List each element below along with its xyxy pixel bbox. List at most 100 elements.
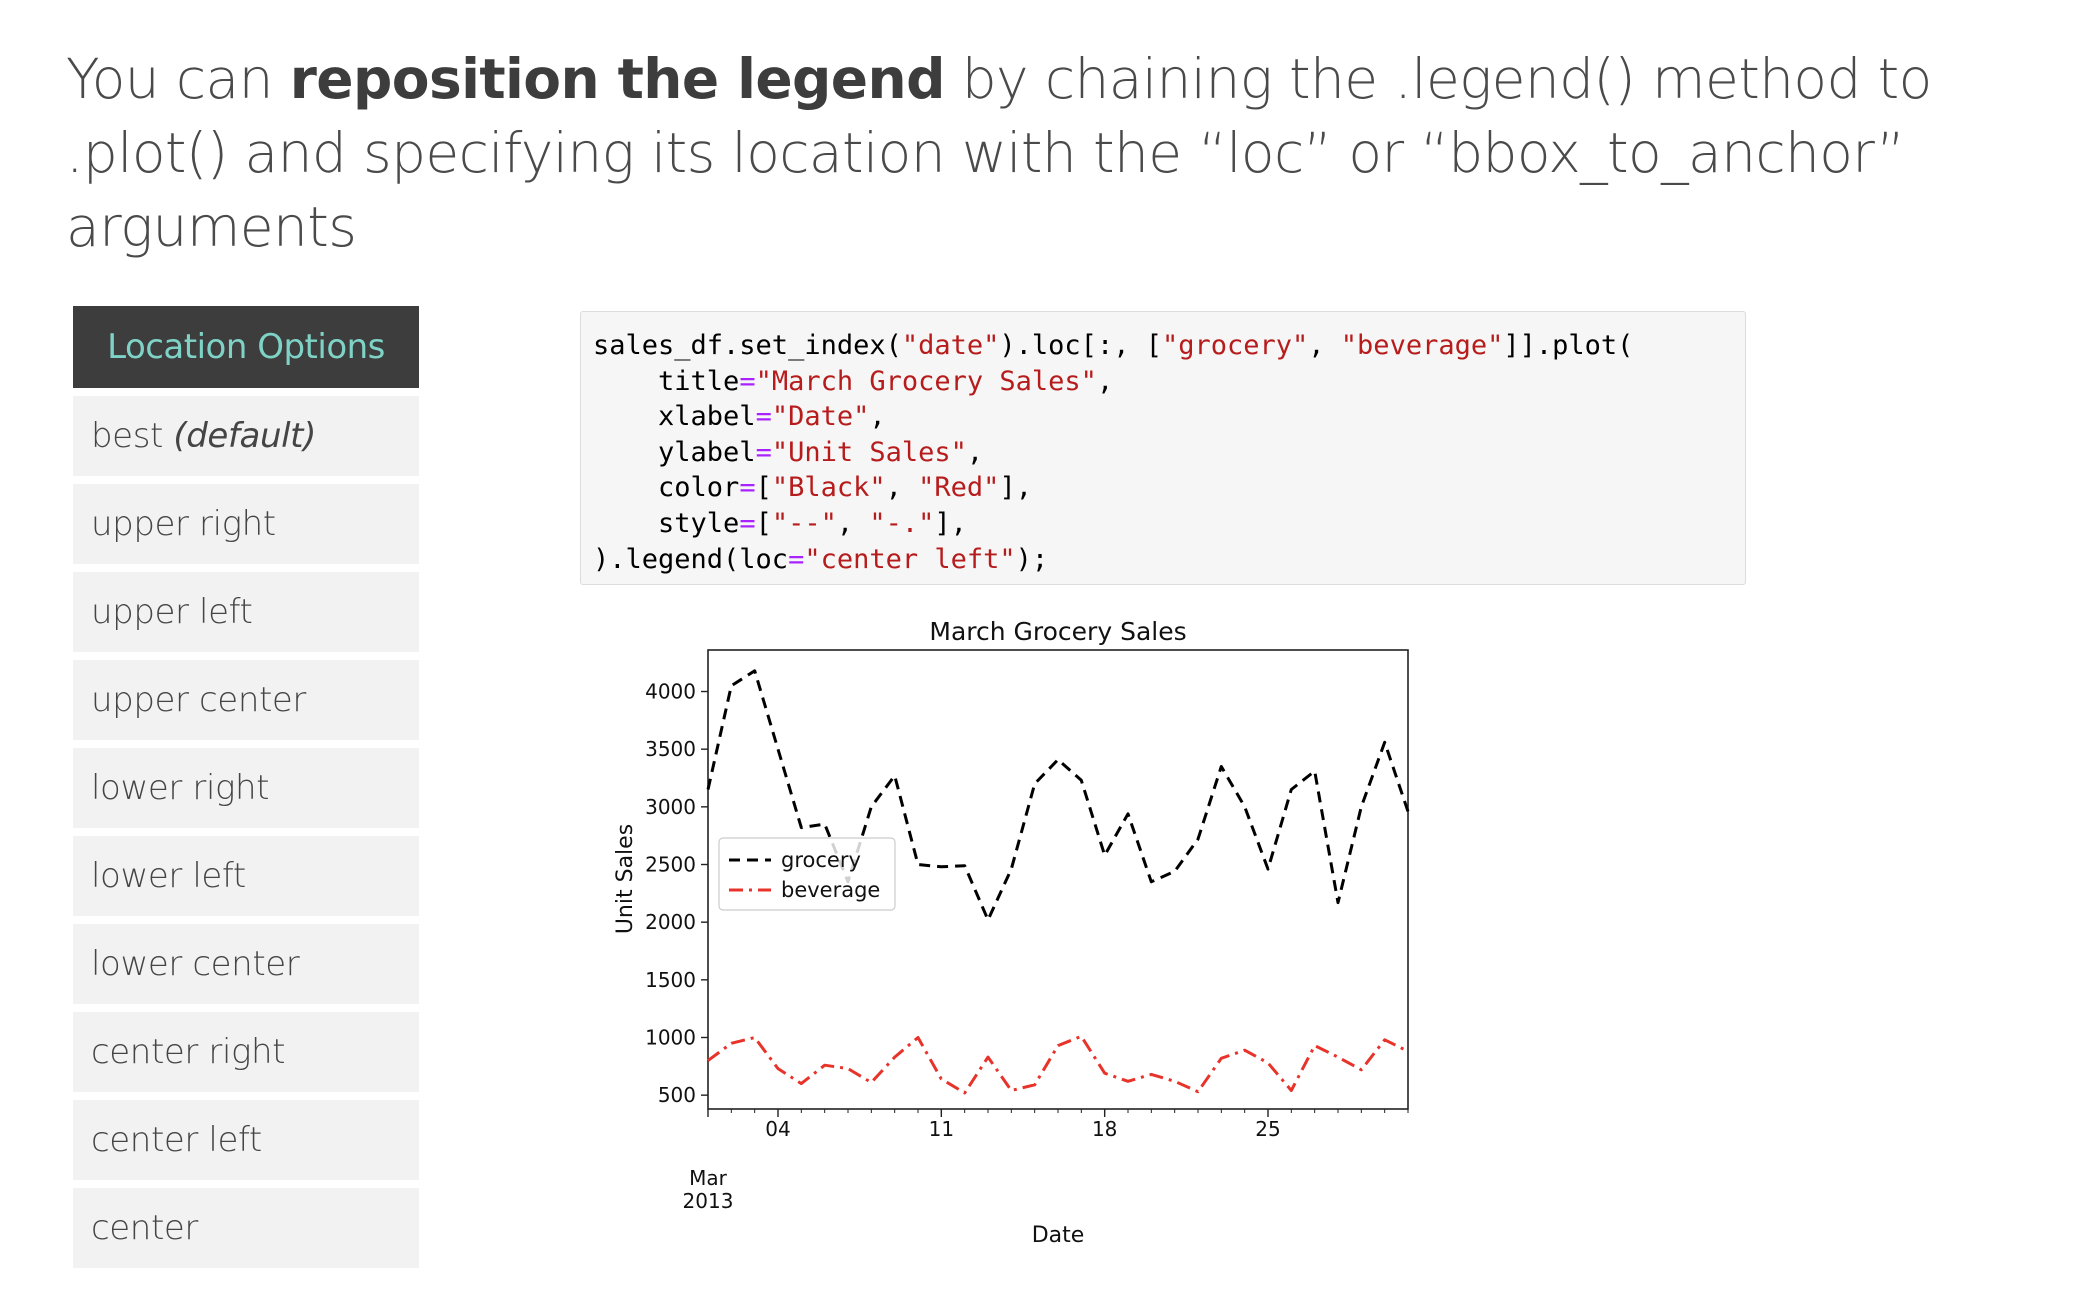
code-token: , — [869, 401, 886, 433]
location-option-label: center left — [91, 1120, 262, 1160]
location-option-upper-right: upper right — [73, 484, 419, 564]
code-token: [ — [755, 472, 772, 504]
code-token: ylabel — [593, 436, 756, 468]
location-option-upper-center: upper center — [73, 660, 419, 740]
code-line: title="March Grocery Sales", — [593, 364, 1745, 400]
location-option-label: upper left — [91, 592, 253, 632]
code-token: ).legend(loc — [593, 543, 789, 575]
series-group — [706, 669, 1410, 1095]
line-chart: March Grocery Sales Unit Sales Date 500 1… — [613, 617, 1410, 1248]
legend-label-grocery: grocery — [781, 848, 861, 872]
series-line-beverage — [707, 1034, 1409, 1095]
headline-text-start: You can — [66, 47, 290, 111]
code-token: , — [885, 472, 919, 504]
code-token: = — [755, 436, 772, 468]
x-tick-label: 25 — [1255, 1117, 1280, 1141]
y-tick-label: 500 — [658, 1083, 696, 1107]
chart-title: March Grocery Sales — [929, 617, 1186, 646]
location-option-upper-left: upper left — [73, 572, 419, 652]
code-token: ); — [1015, 543, 1049, 575]
code-token: "center left" — [804, 543, 1016, 575]
code-block: sales_df.set_index("date").loc[:, ["groc… — [580, 311, 1746, 585]
location-option-label: best — [91, 416, 163, 456]
code-token: title — [593, 365, 740, 397]
code-line: sales_df.set_index("date").loc[:, ["groc… — [593, 328, 1745, 364]
code-token: = — [739, 472, 756, 504]
location-option-center-right: center right — [73, 1012, 419, 1092]
code-token: "Unit Sales" — [771, 436, 967, 468]
code-line: color=["Black", "Red"], — [593, 470, 1745, 506]
location-option-lower-right: lower right — [73, 748, 419, 828]
location-option-note: (default) — [173, 416, 316, 456]
code-token: = — [788, 543, 805, 575]
code-line: style=["--", "-."], — [593, 506, 1745, 542]
headline-bold: reposition the legend — [289, 47, 946, 111]
code-token: ]].plot( — [1503, 330, 1634, 361]
x-start-label: Mar — [689, 1166, 728, 1190]
code-token: = — [755, 401, 772, 433]
headline-text-end: by chaining the .legend() method to .plo… — [66, 47, 1932, 259]
chart-y-axis-label: Unit Sales — [613, 824, 638, 934]
location-option-center-left: center left — [73, 1100, 419, 1180]
location-option-center: center — [73, 1188, 419, 1268]
code-token: style — [593, 507, 740, 539]
location-option-best: best (default) — [73, 396, 419, 476]
location-options-list: best (default) upper right upper left upper… — [73, 396, 419, 1268]
code-line: xlabel="Date", — [593, 399, 1745, 435]
code-token: "date" — [901, 330, 1000, 361]
code-token: "March Grocery Sales" — [755, 365, 1097, 397]
location-option-label: upper right — [91, 504, 276, 544]
y-tick-label: 2500 — [645, 853, 696, 877]
code-token: = — [739, 507, 756, 539]
code-token: "-." — [869, 507, 935, 539]
code-token: ).loc[:, [ — [999, 330, 1162, 361]
code-token: ], — [999, 472, 1032, 504]
y-tick-label: 2000 — [645, 910, 696, 934]
code-line: ).legend(loc="center left"); — [593, 542, 1745, 578]
code-line: ylabel="Unit Sales", — [593, 435, 1745, 471]
legend-frame — [718, 837, 896, 911]
code-token: , — [836, 507, 870, 539]
location-option-label: lower left — [91, 856, 246, 896]
location-option-label: lower right — [91, 768, 270, 808]
code-token: [ — [755, 507, 772, 539]
code-token: "grocery" — [1161, 330, 1309, 361]
x-tick-label: 18 — [1092, 1117, 1117, 1141]
location-options-table: Location Options best (default) upper rig… — [73, 306, 419, 1268]
y-tick-label: 4000 — [645, 680, 696, 704]
chart-x-axis-label: Date — [1032, 1223, 1085, 1248]
code-token: "--" — [771, 507, 837, 539]
x-tick-label: 04 — [765, 1117, 790, 1141]
y-tick-label: 3000 — [645, 795, 696, 819]
code-token: xlabel — [593, 401, 756, 433]
code-token: color — [593, 472, 740, 504]
x-start-label: 2013 — [683, 1189, 734, 1213]
code-token: , — [966, 436, 984, 468]
location-option-label: upper center — [91, 680, 307, 720]
code-token: "Red" — [918, 472, 1000, 504]
code-token: , — [1096, 365, 1114, 397]
y-tick-label: 1000 — [645, 1025, 696, 1049]
y-axis: 500 1000 1500 2000 2500 3000 3500 4000 — [645, 680, 708, 1107]
legend-label-beverage: beverage — [781, 878, 880, 902]
chart-legend: grocery beverage — [718, 837, 896, 911]
x-tick-label: 11 — [929, 1117, 954, 1141]
code-token: "beverage" — [1340, 330, 1504, 361]
location-option-label: center right — [91, 1032, 286, 1072]
code-token: "Date" — [771, 401, 870, 433]
headline: You can reposition the legend by chainin… — [66, 42, 2056, 264]
location-options-header: Location Options — [73, 306, 419, 388]
code-token: = — [739, 365, 756, 397]
y-tick-label: 1500 — [645, 968, 696, 992]
code-token: , — [1308, 330, 1341, 361]
location-option-lower-left: lower left — [73, 836, 419, 916]
code-token: ], — [934, 507, 967, 539]
code-token: sales_df.set_index( — [593, 330, 902, 361]
location-option-label: center — [91, 1208, 198, 1248]
location-option-lower-center: lower center — [73, 924, 419, 1004]
y-tick-label: 3500 — [645, 737, 696, 761]
location-option-label: lower center — [91, 944, 300, 984]
code-token: "Black" — [771, 472, 886, 504]
series-line-grocery — [706, 669, 1410, 922]
